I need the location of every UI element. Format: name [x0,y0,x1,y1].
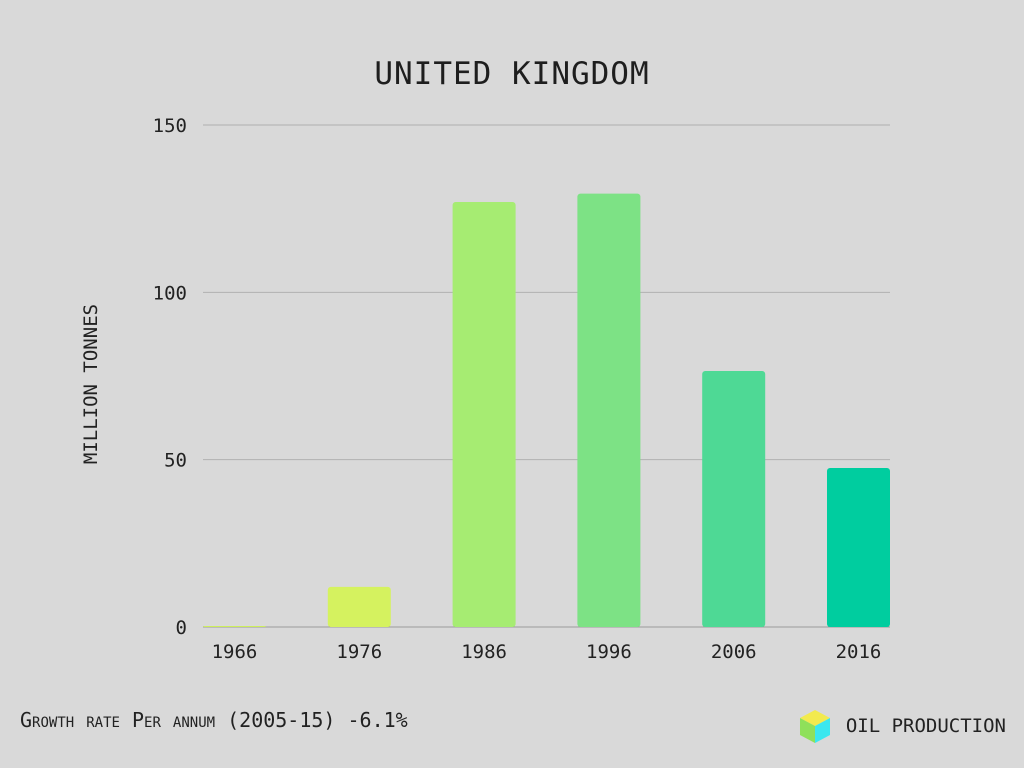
bar [203,626,266,627]
bar [327,586,391,627]
brand-label: OIL PRODUCTION [845,715,1006,737]
y-tick-label: 0 [176,617,187,639]
x-tick-label: 1986 [461,641,507,663]
bar-chart: 0 50 100 150 MILLION TONNES 1966 1976 1986 1996 2… [80,115,890,663]
y-tick-label: 50 [164,450,187,472]
y-tick-label: 100 [153,282,187,304]
bar [702,370,766,627]
y-tick-label: 150 [153,115,187,137]
x-tick-label: 1996 [586,641,632,663]
x-tick-label: 2016 [836,641,882,663]
bar [452,201,516,627]
y-axis-label: MILLION TONNES [80,304,102,464]
bar [827,468,890,627]
x-tick-label: 2006 [711,641,757,663]
x-tick-label: 1966 [212,641,258,663]
brand-block: OIL PRODUCTION [798,708,1006,744]
growth-rate-text: Growth rate Per annum (2005-15) -6.1% [20,708,408,732]
cube-icon [799,710,830,743]
bar [577,193,641,627]
x-tick-label: 1976 [336,641,382,663]
chart-title: UNITED KINGDOM [374,56,650,92]
